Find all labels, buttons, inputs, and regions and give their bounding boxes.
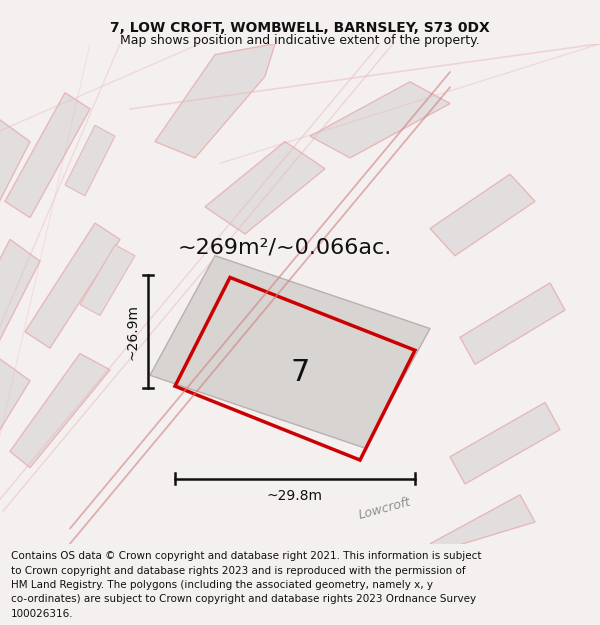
Polygon shape xyxy=(310,82,450,158)
Polygon shape xyxy=(155,44,275,158)
Text: Map shows position and indicative extent of the property.: Map shows position and indicative extent… xyxy=(120,34,480,47)
Polygon shape xyxy=(430,495,535,549)
Polygon shape xyxy=(460,283,565,364)
Text: 7: 7 xyxy=(290,357,310,386)
Polygon shape xyxy=(65,125,115,196)
Polygon shape xyxy=(5,92,90,218)
Text: 7, LOW CROFT, WOMBWELL, BARNSLEY, S73 0DX: 7, LOW CROFT, WOMBWELL, BARNSLEY, S73 0D… xyxy=(110,21,490,34)
Polygon shape xyxy=(0,239,40,359)
Polygon shape xyxy=(25,223,120,348)
Polygon shape xyxy=(450,402,560,484)
Text: Contains OS data © Crown copyright and database right 2021. This information is : Contains OS data © Crown copyright and d… xyxy=(11,551,481,619)
Polygon shape xyxy=(0,120,30,239)
Text: Lowcroft: Lowcroft xyxy=(358,496,413,522)
Text: ~26.9m: ~26.9m xyxy=(125,304,139,360)
Polygon shape xyxy=(80,245,135,316)
Text: ~29.8m: ~29.8m xyxy=(267,489,323,503)
Polygon shape xyxy=(0,359,30,479)
Polygon shape xyxy=(10,354,110,468)
Text: ~269m²/~0.066ac.: ~269m²/~0.066ac. xyxy=(178,238,392,258)
Polygon shape xyxy=(150,256,430,448)
Polygon shape xyxy=(430,174,535,256)
Polygon shape xyxy=(205,142,325,234)
